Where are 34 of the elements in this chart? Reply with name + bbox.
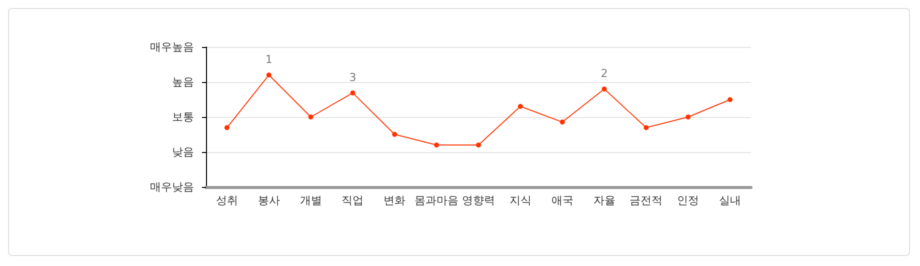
point <box>476 142 481 148</box>
point <box>392 132 398 137</box>
point <box>602 86 607 92</box>
x-tick-label: 금전적 <box>630 194 663 207</box>
annotation: 3 <box>349 70 356 84</box>
text: 낮음 <box>172 146 194 158</box>
annotation: 2 <box>600 67 608 80</box>
text: 매우높음 <box>150 40 194 54</box>
point <box>560 120 565 125</box>
x-tick-label: 봉사 <box>258 194 280 207</box>
x-tick-label: 영향력 <box>462 194 495 207</box>
x-tick-label: 인정 <box>677 194 700 207</box>
point <box>434 142 440 148</box>
point <box>266 72 272 78</box>
x-tick-label: 애국 <box>551 194 574 207</box>
text: 매우낮음 <box>150 180 194 194</box>
point <box>224 125 230 130</box>
x-tick-label: 실내 <box>719 194 742 207</box>
point <box>686 114 691 120</box>
x-tick-label: 몸과마음 <box>414 194 459 207</box>
point <box>518 104 523 109</box>
point <box>308 114 314 120</box>
x-tick-label: 지식 <box>509 194 532 207</box>
x-tick-label: 직업 <box>342 194 364 207</box>
point <box>350 90 356 96</box>
annotation: 1 <box>265 53 272 66</box>
text: 보통 <box>172 110 194 124</box>
x-tick-label: 개별 <box>300 194 322 207</box>
point <box>728 97 733 102</box>
x-tick-label: 성취 <box>216 194 238 207</box>
x-tick-label: 변화 <box>384 194 406 207</box>
point <box>644 125 649 130</box>
text: 높음 <box>172 76 194 88</box>
x-tick-label: 자율 <box>593 194 616 207</box>
